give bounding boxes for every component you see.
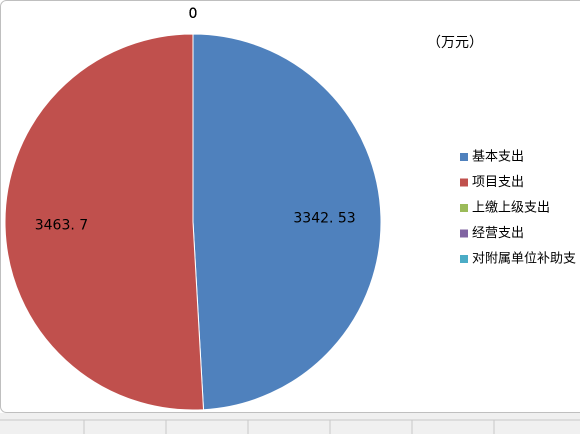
legend-marker [460,255,468,263]
data-label: 0 [189,6,198,22]
legend-label: 项目支出 [472,175,524,190]
legend-marker [460,204,468,212]
data-label: 0 [189,6,198,22]
legend-label: 基本支出 [472,150,524,165]
unit-label: （万元） [427,35,483,51]
data-label: 3342. 53 [293,210,355,226]
pie-slice [4,33,205,411]
scroll-bar [0,413,580,434]
legend-label: 上缴上级支出 [472,201,550,216]
legend-label: 对附属单位补助支 [472,252,576,267]
legend-marker [460,153,468,161]
cell-dividers [83,420,495,434]
legend-label: 经营支出 [472,226,524,241]
data-label: 0 [189,6,198,22]
pie-slice [192,33,382,411]
data-label: 3463. 7 [35,218,88,234]
legend-marker [460,178,468,187]
legend-marker [460,229,468,238]
